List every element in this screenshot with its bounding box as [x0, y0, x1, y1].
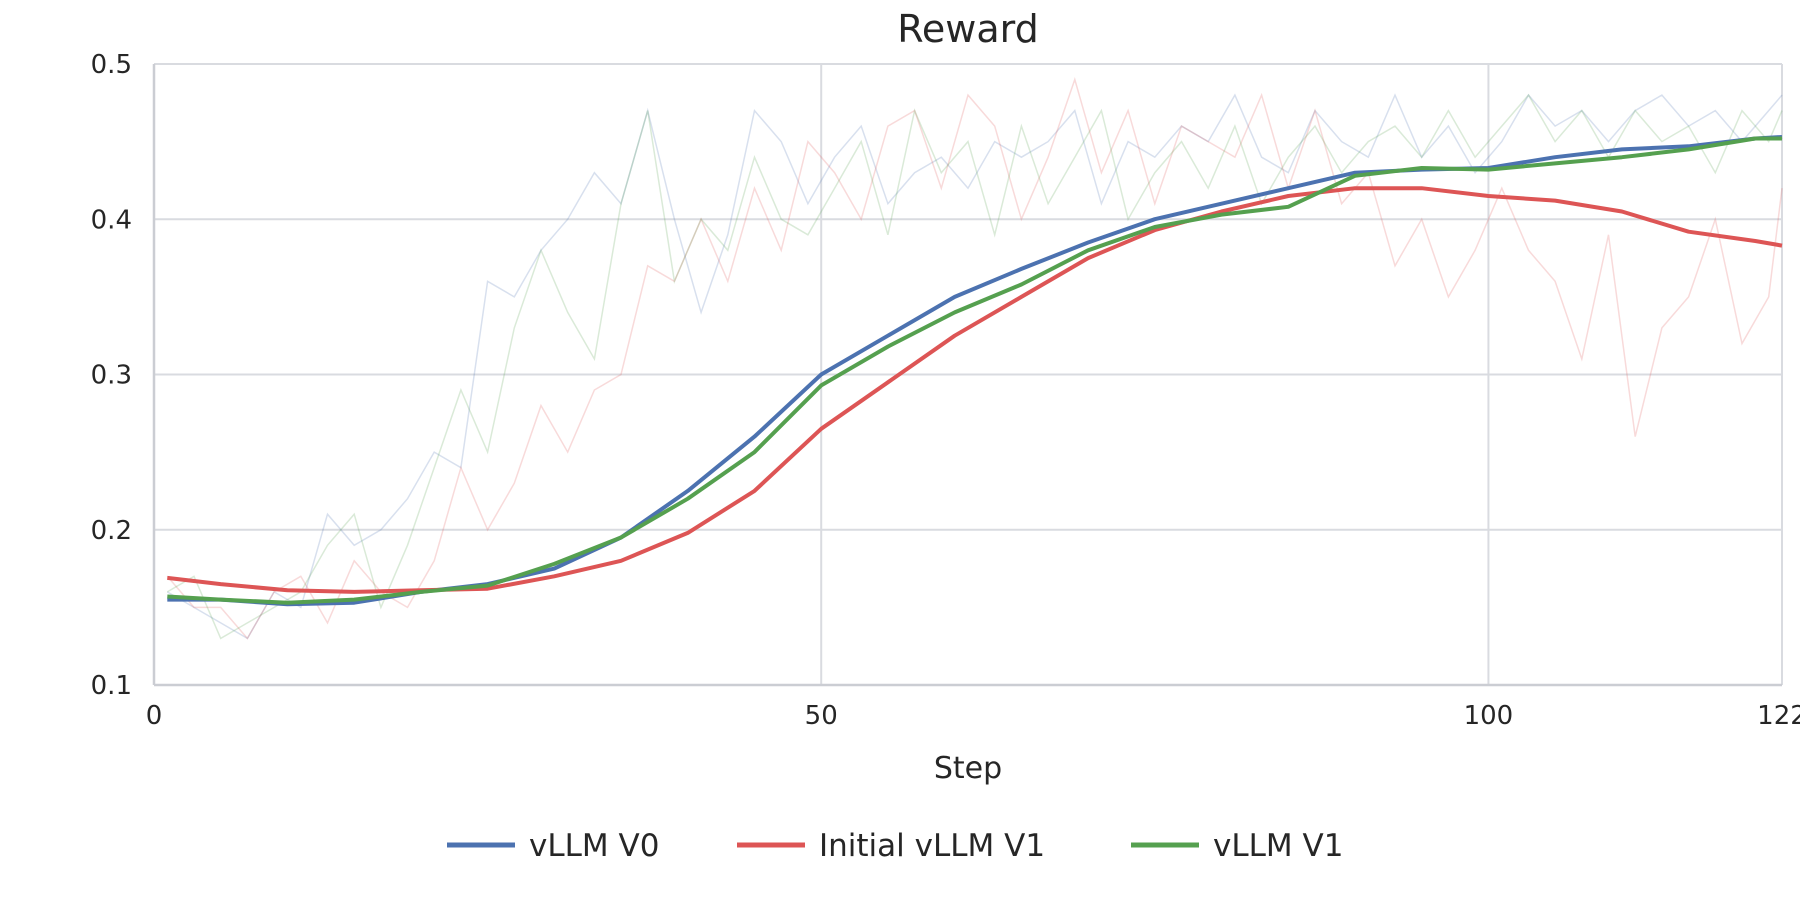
x-tick-label: 50: [805, 701, 838, 731]
legend-label: vLLM V1: [1213, 828, 1343, 864]
raw-line-0: [166, 93, 1783, 640]
legend-item: Initial vLLM V1: [737, 828, 1045, 864]
y-tick-label: 0.4: [91, 205, 132, 235]
tick-labels: 0.1 0.2 0.3 0.4 0.5 0 50 100 122: [91, 50, 1800, 731]
legend-label: Initial vLLM V1: [819, 828, 1045, 864]
series-line-initial-vllm-v1: [167, 186, 1783, 594]
legend: vLLM V0 Initial vLLM V1 vLLM V1: [447, 828, 1343, 864]
axes: [152, 64, 1782, 687]
series-line-vllm-v0: [167, 135, 1783, 607]
y-tick-label: 0.2: [91, 516, 132, 546]
y-tick-label: 0.5: [91, 50, 132, 80]
series-line-vllm-v1: [167, 136, 1782, 605]
x-tick-label: 122: [1757, 701, 1800, 731]
legend-label: vLLM V0: [529, 828, 659, 864]
legend-item: vLLM V1: [1131, 828, 1343, 864]
raw-line-1: [166, 76, 1783, 640]
x-tick-label: 0: [146, 701, 163, 731]
raw-series-lines: [166, 76, 1783, 640]
raw-line-2: [166, 93, 1783, 640]
x-axis-label: Step: [934, 751, 1002, 786]
x-tick-label: 100: [1464, 701, 1514, 731]
legend-item: vLLM V0: [447, 828, 659, 864]
y-tick-label: 0.3: [91, 361, 132, 391]
chart-title: Reward: [897, 7, 1039, 51]
smoothed-series-lines: [167, 135, 1783, 607]
y-tick-label: 0.1: [91, 671, 132, 701]
